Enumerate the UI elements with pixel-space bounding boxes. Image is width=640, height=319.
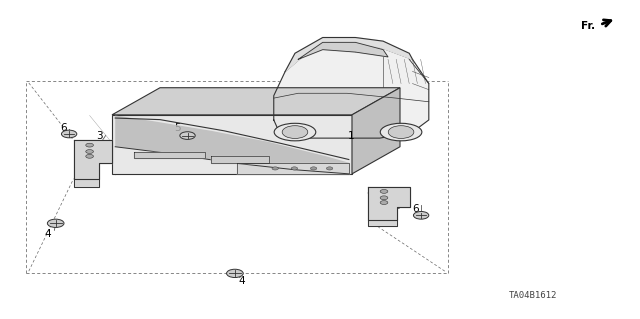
Polygon shape bbox=[211, 156, 269, 163]
Circle shape bbox=[282, 126, 308, 138]
Ellipse shape bbox=[274, 123, 316, 141]
Circle shape bbox=[380, 196, 388, 200]
Circle shape bbox=[227, 269, 243, 278]
Circle shape bbox=[291, 167, 298, 170]
Polygon shape bbox=[237, 163, 349, 174]
Circle shape bbox=[413, 211, 429, 219]
Polygon shape bbox=[274, 45, 429, 138]
Ellipse shape bbox=[380, 123, 422, 141]
Polygon shape bbox=[112, 115, 352, 174]
Text: 6: 6 bbox=[61, 122, 67, 133]
Circle shape bbox=[180, 132, 195, 139]
Circle shape bbox=[86, 154, 93, 158]
Circle shape bbox=[47, 219, 64, 227]
Text: TA04B1612: TA04B1612 bbox=[509, 291, 557, 300]
Text: 6: 6 bbox=[413, 204, 419, 214]
Circle shape bbox=[380, 201, 388, 204]
Polygon shape bbox=[285, 38, 412, 71]
Text: 3: 3 bbox=[96, 130, 102, 141]
Polygon shape bbox=[352, 88, 400, 174]
Circle shape bbox=[388, 126, 414, 138]
Text: 4: 4 bbox=[239, 276, 245, 286]
Text: Fr.: Fr. bbox=[581, 20, 595, 31]
Polygon shape bbox=[74, 179, 99, 187]
Polygon shape bbox=[368, 220, 397, 226]
Circle shape bbox=[310, 167, 317, 170]
Polygon shape bbox=[74, 140, 112, 179]
Polygon shape bbox=[298, 42, 388, 59]
Circle shape bbox=[380, 189, 388, 193]
Text: 2: 2 bbox=[394, 201, 400, 211]
Circle shape bbox=[326, 167, 333, 170]
Circle shape bbox=[86, 150, 93, 153]
Polygon shape bbox=[115, 115, 349, 174]
Text: 1: 1 bbox=[348, 130, 354, 141]
Circle shape bbox=[61, 130, 77, 138]
Polygon shape bbox=[134, 152, 205, 158]
Text: 5: 5 bbox=[175, 123, 181, 133]
Text: 4: 4 bbox=[45, 228, 51, 239]
Polygon shape bbox=[368, 187, 410, 220]
Circle shape bbox=[86, 143, 93, 147]
Circle shape bbox=[272, 167, 278, 170]
Polygon shape bbox=[112, 88, 400, 115]
